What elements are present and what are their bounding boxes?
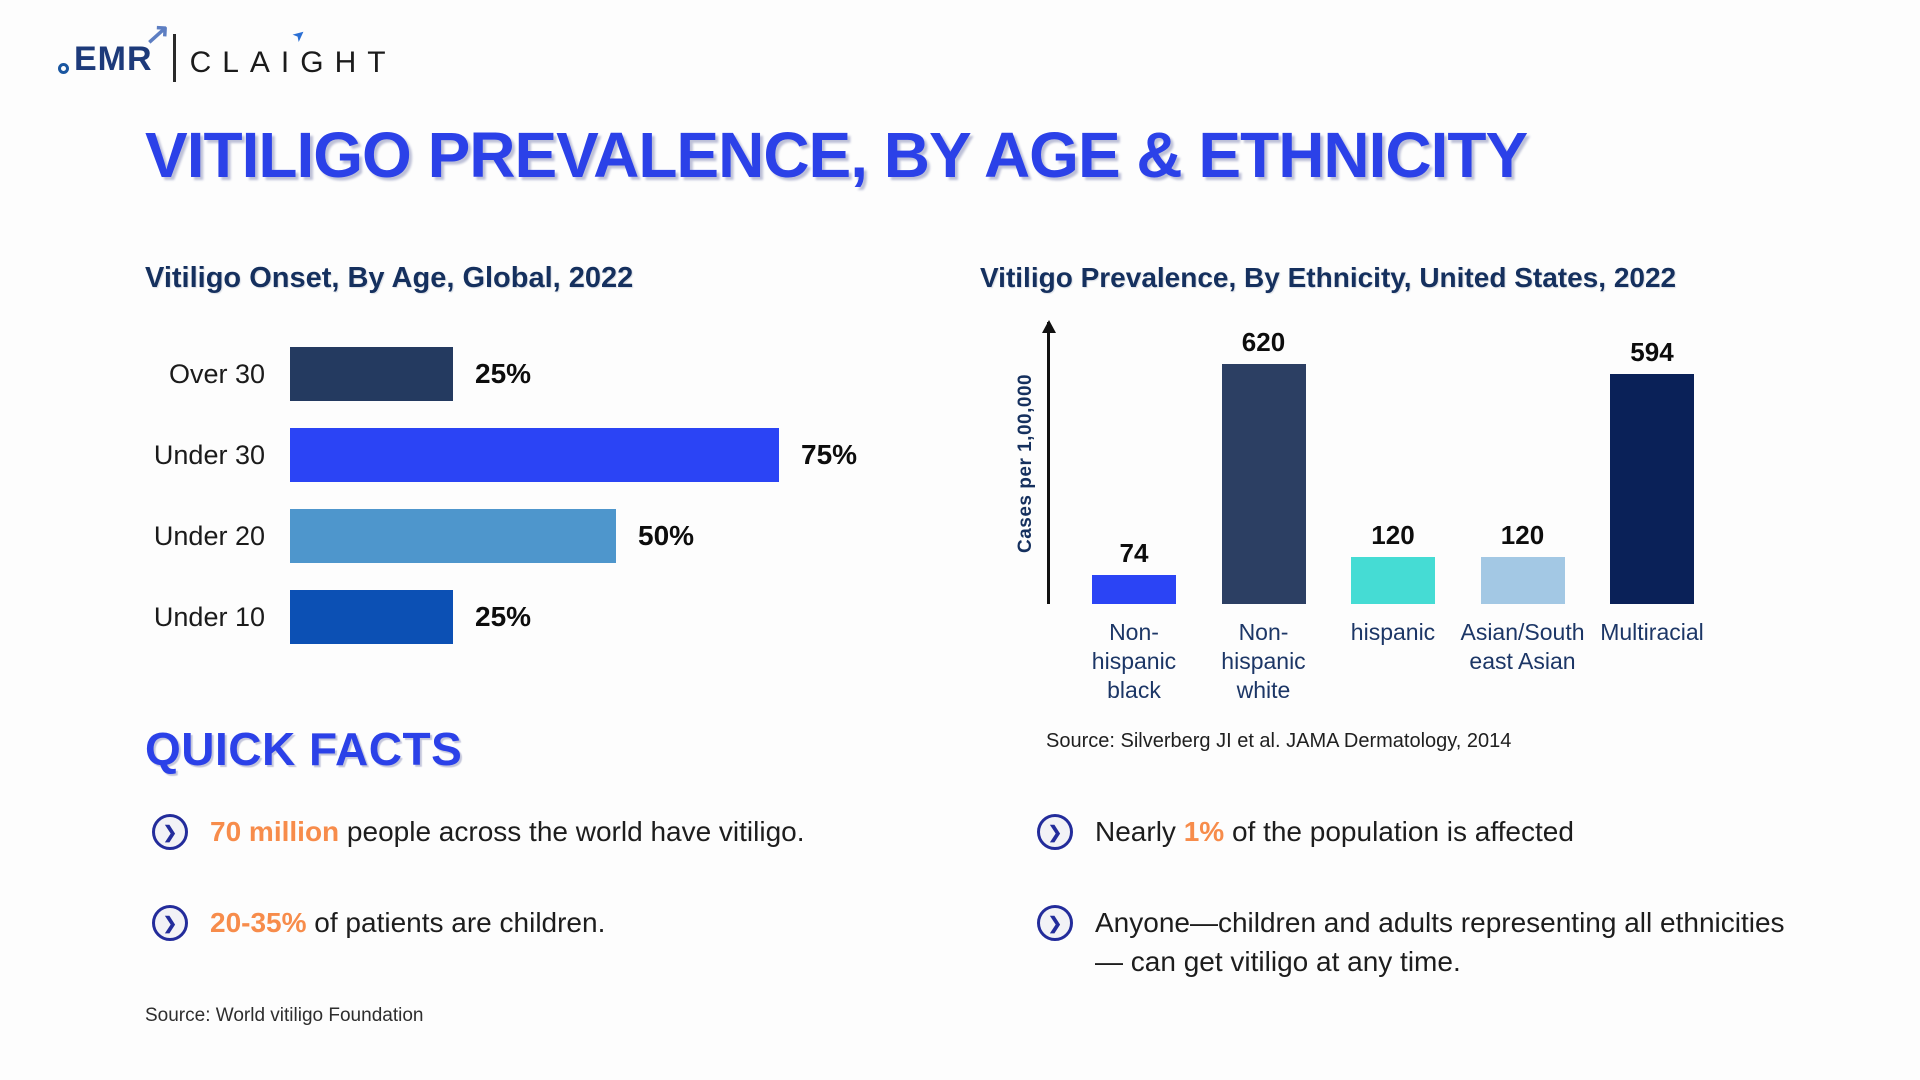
- age-bar-row: Under 20 50%: [145, 509, 980, 563]
- fact-segment: of patients are children.: [306, 907, 606, 939]
- logo-ring-icon: [58, 63, 69, 74]
- fact-segment: people across the world have vitiligo.: [339, 816, 805, 847]
- ethnicity-category-label: hispanic: [1350, 619, 1436, 645]
- ethnicity-chart-categories: Non-hispanic black Non-hispanic white hisp…: [1070, 618, 1716, 704]
- age-bar: [290, 347, 453, 401]
- age-bar-track: 75%: [290, 428, 942, 482]
- ethnicity-bar-column: 594: [1588, 322, 1716, 604]
- age-value-label: 25%: [475, 601, 532, 632]
- logo-arrow-icon: ↗: [144, 17, 172, 52]
- footer-source: Source: World vitiligo Foundation: [145, 1005, 424, 1026]
- ethnicity-chart: Vitiligo Prevalence, By Ethnicity, Unite…: [980, 262, 1795, 753]
- ethnicity-category-label: Non-hispanic white: [1221, 619, 1306, 703]
- fact-text: Anyone—children and adults representing …: [1095, 903, 1812, 981]
- age-category-label: Under 10: [153, 601, 265, 632]
- ethnicity-bar: [1610, 374, 1694, 604]
- charts-row: Vitiligo Onset, By Age, Global, 2022 Ove…: [145, 262, 1795, 753]
- chevron-circle-icon: ❯: [1037, 814, 1073, 850]
- age-bar: [290, 428, 779, 482]
- ethnicity-category-label: Non-hispanic black: [1091, 619, 1177, 703]
- ethnicity-bar-column: 74: [1070, 322, 1198, 604]
- age-bar: [290, 509, 616, 563]
- ethnicity-value-label: 120: [1371, 520, 1415, 550]
- fact-highlight: 70 million: [210, 816, 340, 847]
- page-title: VITILIGO PREVALENCE, BY AGE & ETHNICITY: [145, 119, 1528, 191]
- age-category-label: Over 30: [168, 358, 265, 389]
- age-bar-row: Under 30 75%: [145, 428, 980, 482]
- fact-item: ❯ Anyone—children and adults representing…: [1037, 903, 1812, 981]
- fact-item: ❯ Nearly 1% of the population is affected: [1037, 812, 1812, 851]
- fact-segment: Anyone—children and adults representing …: [1095, 907, 1785, 978]
- age-chart-bars: Over 30 25% Under 30 75% Under 20 50% Under 10…: [145, 347, 980, 644]
- quick-facts-heading: QUICK FACTS: [145, 723, 463, 775]
- age-chart-title: Vitiligo Onset, By Age, Global, 2022: [145, 262, 634, 294]
- y-axis-label: Cases per 1,00,000: [1015, 373, 1036, 553]
- age-bar-row: Over 30 25%: [145, 347, 980, 401]
- age-bar-track: 25%: [290, 347, 942, 401]
- ethnicity-value-label: 120: [1500, 520, 1545, 550]
- claight-logo-text: CLAIGHT: [189, 46, 397, 79]
- ethnicity-value-label: 594: [1630, 337, 1674, 367]
- age-bar-track: 50%: [290, 509, 942, 563]
- ethnicity-bar-column: 120: [1329, 322, 1457, 604]
- logo-divider: [172, 34, 176, 82]
- emr-logo: EMR ↗: [58, 17, 171, 80]
- ethnicity-bar: [1351, 557, 1435, 604]
- fact-highlight: 20-35%: [210, 907, 307, 939]
- emr-logo-text: EMR: [74, 40, 153, 78]
- ethnicity-chart-bars: 74 620 120 120 594: [1070, 322, 1716, 604]
- ethnicity-category-label: Asian/South east Asian: [1460, 619, 1585, 674]
- y-axis-arrow-icon: [1042, 320, 1056, 604]
- age-bar: [290, 590, 453, 644]
- chevron-circle-icon: ❯: [152, 905, 188, 942]
- fact-item: ❯ 20-35% of patients are children.: [152, 903, 1037, 981]
- claight-arrow-icon: ➤: [288, 24, 310, 47]
- age-value-label: 50%: [638, 520, 695, 551]
- quick-facts-list: ❯ 70 million people across the world have…: [152, 812, 1812, 982]
- fact-segment: of the population is affected: [1224, 816, 1574, 847]
- age-category-label: Under 30: [153, 439, 265, 470]
- ethnicity-bar-column: 620: [1200, 322, 1328, 604]
- fact-text: Nearly 1% of the population is affected: [1095, 812, 1574, 851]
- age-category-label: Under 20: [153, 520, 265, 551]
- brand-logo: EMR ↗ CLAIGHT ➤: [58, 17, 397, 82]
- y-axis: Cases per 1,00,000: [980, 320, 1056, 604]
- ethnicity-bar: [1480, 557, 1565, 604]
- ethnicity-category-label: Multiracial: [1600, 619, 1704, 645]
- age-onset-chart: Vitiligo Onset, By Age, Global, 2022 Ove…: [145, 262, 980, 753]
- fact-segment: Nearly: [1095, 816, 1184, 847]
- fact-text: 70 million people across the world have …: [210, 812, 805, 851]
- ethnicity-chart-source: Source: Silverberg JI et al. JAMA Dermat…: [1046, 730, 1512, 753]
- claight-logo: CLAIGHT ➤: [189, 25, 397, 79]
- age-value-label: 25%: [475, 358, 532, 389]
- chevron-circle-icon: ❯: [152, 814, 188, 850]
- ethnicity-bar: [1092, 575, 1176, 604]
- ethnicity-chart-plot: Cases per 1,00,000 74 620 120 120 594: [980, 320, 1795, 604]
- age-value-label: 75%: [801, 439, 858, 470]
- chevron-circle-icon: ❯: [1037, 905, 1073, 942]
- ethnicity-bar-column: 120: [1459, 322, 1587, 604]
- fact-highlight: 1%: [1183, 816, 1225, 847]
- age-bar-row: Under 10 25%: [145, 590, 980, 644]
- ethnicity-bar: [1221, 364, 1306, 604]
- ethnicity-chart-title: Vitiligo Prevalence, By Ethnicity, Unite…: [980, 262, 1677, 293]
- age-bar-track: 25%: [290, 590, 942, 644]
- fact-item: ❯ 70 million people across the world have…: [152, 812, 1037, 851]
- fact-text: 20-35% of patients are children.: [210, 903, 605, 942]
- ethnicity-value-label: 74: [1119, 538, 1149, 568]
- ethnicity-value-label: 620: [1241, 327, 1286, 357]
